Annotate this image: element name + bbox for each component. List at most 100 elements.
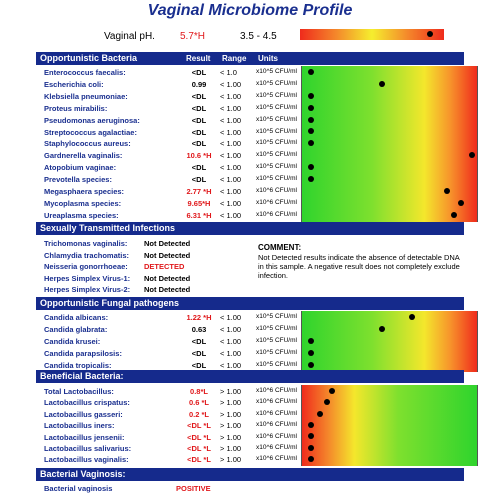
organism-name: Pseudomonas aeruginosa:: [44, 115, 140, 125]
comment-text: Not Detected results indicate the absenc…: [258, 253, 460, 280]
level-marker-dot: [307, 421, 314, 428]
table-row: Streptococcus agalactiae: <DL < 1.00 x10^5 …: [36, 127, 464, 138]
units-label: x10^5 CFU/ml: [256, 127, 297, 135]
reference-range: < 1.00: [220, 313, 242, 322]
section-header-opportunistic: Opportunistic Bacteria Result Range Units: [36, 52, 464, 65]
ph-value: 5.7*H: [180, 31, 206, 42]
level-marker-dot: [378, 326, 385, 332]
units-label: x10^6 CFU/ml: [256, 409, 297, 417]
table-row: Klebsiella pneumoniae: <DL < 1.00 x10^5 CFU…: [36, 91, 464, 102]
bv-result: POSITIVE: [176, 484, 211, 493]
units-label: x10^6 CFU/ml: [256, 432, 297, 440]
reference-range: < 1.00: [220, 163, 242, 173]
result-value: 0.6 *L: [188, 398, 209, 408]
result-value: <DL: [191, 115, 207, 125]
column-range: Range: [222, 54, 247, 63]
reference-range: < 1.00: [220, 187, 242, 196]
result-value: <DL: [191, 127, 207, 137]
table-row: Prevotella species: <DL < 1.00 x10^5 CFU/ml: [36, 174, 464, 185]
reference-range: < 1.00: [220, 91, 242, 101]
table-row: Pseudomonas aeruginosa: <DL < 1.00 x10^5 CF…: [36, 115, 464, 126]
reference-range: < 1.00: [220, 325, 242, 334]
level-marker-dot: [307, 164, 314, 171]
level-marker-dot: [307, 433, 314, 440]
level-marker-dot: [307, 176, 314, 183]
pathogen-name: Neisseria gonorrhoeae:: [44, 262, 128, 272]
organism-name: Lactobacillus salivarius:: [44, 444, 132, 453]
units-label: x10^5 CFU/ml: [256, 337, 297, 344]
level-marker-dot: [408, 314, 415, 320]
result-value: <DL *L: [187, 432, 211, 442]
organism-name: Lactobacillus iners:: [44, 421, 115, 431]
table-row: Enterococcus faecalis: <DL < 1.0 x10^5 CFU/…: [36, 67, 464, 78]
result-value: <DL: [191, 337, 207, 346]
sti-row: Herpes Simplex Virus-2: Not Detected: [36, 284, 266, 295]
result-value: 0.63: [191, 325, 207, 334]
table-row: Lactobacillus crispatus: 0.6 *L > 1.00 x10^…: [36, 397, 464, 408]
bv-name: Bacterial vaginosis: [44, 484, 113, 493]
reference-range: < 1.00: [220, 198, 242, 208]
table-row: Staphylococcus aureus: <DL < 1.00 x10^5 CFU…: [36, 138, 464, 149]
reference-range: < 1.00: [220, 79, 242, 89]
reference-range: < 1.00: [220, 210, 242, 220]
result-value: 0.2 *L: [188, 409, 209, 419]
table-row: Lactobacillus jensenii: <DL *L > 1.00 x10^6…: [36, 432, 464, 443]
table-row: Lactobacillus iners: <DL *L > 1.00 x10^6 CF…: [36, 420, 464, 431]
organism-name: Staphylococcus aureus:: [44, 139, 131, 149]
table-row: Atopobium vaginae: <DL < 1.00 x10^5 CFU/ml: [36, 162, 464, 173]
units-label: x10^6 CFU/ml: [256, 398, 297, 406]
column-units: Units: [258, 54, 278, 63]
organism-name: Megasphaera species:: [44, 187, 125, 196]
level-gauge-beneficial: [301, 385, 478, 466]
table-row: Candida albicans: 1.22 *H < 1.00 x10^5 CFU/…: [36, 312, 464, 323]
units-label: x10^5 CFU/ml: [256, 313, 297, 320]
organism-name: Lactobacillus crispatus:: [44, 398, 130, 408]
table-row: Candida krusei: <DL < 1.00 x10^5 CFU/ml: [36, 336, 464, 347]
organism-name: Candida glabrata:: [44, 325, 108, 334]
reference-range: > 1.00: [220, 409, 242, 419]
reference-range: < 1.00: [220, 349, 242, 358]
units-label: x10^5 CFU/ml: [256, 103, 297, 111]
units-label: x10^5 CFU/ml: [256, 349, 297, 356]
result-value: <DL: [191, 68, 207, 77]
level-marker-dot: [458, 199, 465, 206]
table-row: Total Lactobacillus: 0.8*L > 1.00 x10^6 CFU…: [36, 386, 464, 397]
units-label: x10^6 CFU/ml: [256, 455, 297, 463]
detection-result: Not Detected: [144, 285, 191, 295]
units-label: x10^5 CFU/ml: [256, 151, 297, 159]
result-value: 0.99: [191, 79, 207, 89]
table-row: Proteus mirabilis: <DL < 1.00 x10^5 CFU/ml: [36, 103, 464, 114]
detection-result: Not Detected: [144, 239, 191, 248]
units-label: x10^5 CFU/ml: [256, 79, 297, 87]
result-value: 0.8*L: [190, 387, 208, 396]
detection-result: DETECTED: [144, 262, 185, 272]
sti-row: Herpes Simplex Virus-1: Not Detected: [36, 273, 266, 284]
organism-name: Candida albicans:: [44, 313, 109, 322]
organism-name: Ureaplasma species:: [44, 210, 119, 220]
level-marker-dot: [307, 68, 314, 75]
units-label: x10^5 CFU/ml: [256, 115, 297, 123]
units-label: x10^6 CFU/ml: [256, 210, 297, 218]
result-value: <DL *L: [187, 455, 211, 465]
reference-range: < 1.00: [220, 103, 242, 113]
column-result: Result: [186, 54, 211, 63]
reference-range: < 1.00: [220, 151, 242, 161]
pathogen-name: Trichomonas vaginalis:: [44, 239, 128, 248]
ph-gauge-bar: [300, 29, 444, 40]
reference-range: > 1.00: [220, 455, 242, 465]
table-row: Lactobacillus salivarius: <DL *L > 1.00 x10…: [36, 443, 464, 454]
report-title: Vaginal Microbiome Profile: [147, 2, 353, 19]
section-header-beneficial: Beneficial Bacteria:: [36, 370, 464, 383]
result-value: <DL: [191, 139, 207, 149]
reference-range: > 1.00: [220, 432, 242, 442]
units-label: x10^5 CFU/ml: [256, 325, 297, 332]
ph-marker-dot: [426, 31, 433, 37]
comment-box: COMMENT: Not Detected results indicate t…: [258, 243, 464, 280]
units-label: x10^5 CFU/ml: [256, 175, 297, 183]
sti-row: Trichomonas vaginalis: Not Detected: [36, 238, 266, 249]
organism-name: Escherichia coli:: [44, 79, 104, 89]
sti-row: Neisseria gonorrhoeae: DETECTED: [36, 261, 266, 272]
section-header-sti: Sexually Transmitted Infections: [36, 222, 464, 235]
level-marker-dot: [329, 387, 336, 394]
organism-name: Enterococcus faecalis:: [44, 68, 126, 77]
